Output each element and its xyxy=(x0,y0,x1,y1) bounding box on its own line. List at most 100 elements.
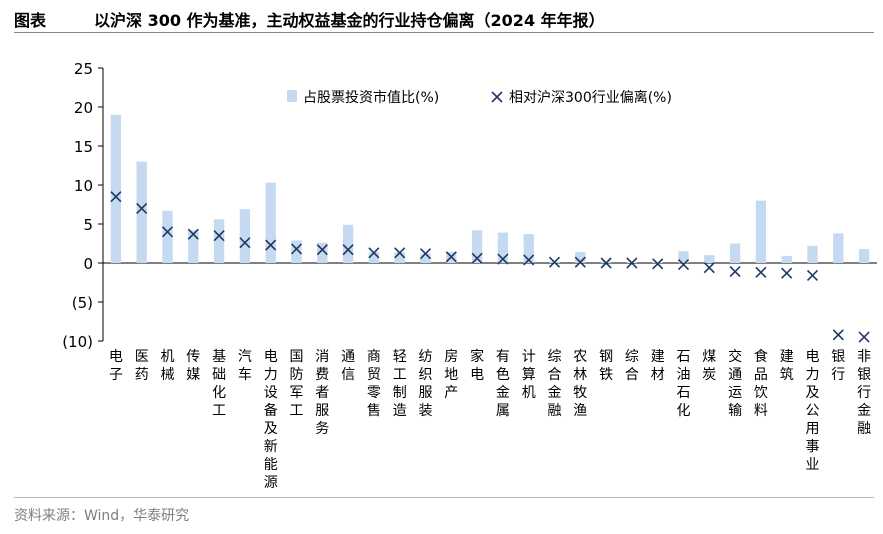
marker-stroke xyxy=(600,257,612,269)
deviation-marker xyxy=(136,202,148,214)
title-row: 图表 以沪深 300 作为基准，主动权益基金的行业持仓偏离（2024 年年报） xyxy=(14,6,874,32)
deviation-marker xyxy=(600,257,612,269)
x-tick-label: 农林牧渔 xyxy=(573,349,587,419)
bar xyxy=(833,233,844,263)
x-tick-label: 建材 xyxy=(651,349,665,383)
x-tick-label: 石油石化 xyxy=(677,349,691,419)
deviation-marker xyxy=(368,247,380,259)
marker-stroke xyxy=(806,269,819,282)
x-tick-label: 计算机 xyxy=(522,349,536,401)
bar xyxy=(239,209,251,263)
deviation-marker xyxy=(574,256,586,268)
marker-stroke xyxy=(626,257,638,269)
bar xyxy=(755,200,767,263)
bar xyxy=(420,253,431,263)
y-tick-label: (10) xyxy=(62,333,93,351)
bar xyxy=(575,252,586,263)
x-tick-label: 综合 xyxy=(625,349,639,383)
x-tick-label: 医药 xyxy=(135,349,149,383)
marker-stroke xyxy=(290,243,303,255)
legend-marker-label: 相对沪深300行业偏离(%) xyxy=(509,89,672,106)
bar xyxy=(678,251,689,263)
y-tick-label: 25 xyxy=(74,60,93,78)
marker-stroke xyxy=(677,258,690,271)
bars-layer xyxy=(110,114,870,263)
source-note: 资料来源：Wind，华泰研究 xyxy=(14,508,190,524)
marker-stroke xyxy=(265,239,277,251)
labels-layer: 电子医药机械传媒基础化工汽车电力设备及新能源国防军工消费者服务通信商贸零售轻工制… xyxy=(109,348,871,491)
deviation-marker xyxy=(342,244,354,256)
marker-stroke xyxy=(394,247,406,259)
y-tick-label: (5) xyxy=(72,294,93,312)
bar xyxy=(317,242,328,263)
marker-stroke xyxy=(755,266,767,278)
deviation-marker xyxy=(471,252,483,264)
x-tick-label: 综合金融 xyxy=(548,349,562,419)
marker-stroke xyxy=(239,237,251,249)
marker-stroke xyxy=(703,262,715,274)
marker-stroke xyxy=(342,244,354,256)
deviation-marker xyxy=(858,331,870,343)
deviation-marker xyxy=(290,243,303,255)
bar xyxy=(136,161,147,263)
deviation-marker xyxy=(677,258,690,271)
bar xyxy=(368,252,380,263)
y-tick-label: 0 xyxy=(83,255,93,273)
bar xyxy=(471,230,483,263)
x-tick-label: 纺织服装 xyxy=(419,349,433,419)
x-tick-label: 电力设备及新能源 xyxy=(264,349,278,491)
x-tick-label: 食品饮料 xyxy=(754,348,768,419)
marker-stroke xyxy=(548,256,561,268)
bar xyxy=(342,224,354,263)
deviation-marker xyxy=(626,257,638,269)
axes-layer: 25 20 15 10 5 0 (5) (10) xyxy=(62,60,877,351)
deviation-marker xyxy=(213,230,225,242)
bar xyxy=(729,243,741,263)
marker-stroke xyxy=(161,226,174,238)
deviation-marker xyxy=(703,262,715,274)
x-tick-label: 轻工制造 xyxy=(393,349,407,419)
marker-stroke xyxy=(497,253,509,265)
bar xyxy=(858,248,870,263)
marker-stroke xyxy=(213,230,225,242)
marker-stroke xyxy=(574,256,586,268)
deviation-marker xyxy=(161,226,174,238)
bar xyxy=(652,262,663,263)
deviation-marker xyxy=(548,256,561,268)
source-divider xyxy=(14,497,874,498)
legend: 占股票投资市值比(%) 相对沪深300行业偏离(%) xyxy=(287,89,672,106)
deviation-marker xyxy=(187,228,199,240)
y-tick-label: 20 xyxy=(74,99,93,117)
marker-stroke xyxy=(832,329,844,341)
figure-label: 图表 xyxy=(14,11,47,30)
chart-area: 25 20 15 10 5 0 (5) (10) 电子医药机械传媒基础化工汽车电力设备及新能源… xyxy=(62,60,877,491)
x-tick-label: 消费者服务 xyxy=(315,349,329,437)
marker-stroke xyxy=(110,191,122,203)
deviation-marker xyxy=(806,269,819,282)
bar xyxy=(291,240,302,263)
marker-stroke xyxy=(368,247,380,259)
bar xyxy=(704,255,715,263)
deviation-marker xyxy=(755,266,767,278)
legend-marker-swatch xyxy=(491,91,503,103)
x-tick-label: 有色金属 xyxy=(496,349,510,419)
title-divider xyxy=(14,32,874,33)
bar xyxy=(110,114,122,263)
y-tick-label: 10 xyxy=(74,177,93,195)
x-tick-label: 钢铁 xyxy=(599,349,613,383)
x-tick-label: 汽车 xyxy=(238,349,252,383)
x-tick-label: 电子 xyxy=(109,349,123,383)
bar xyxy=(807,245,818,263)
x-tick-label: 非银行金融 xyxy=(857,349,871,437)
bar xyxy=(162,210,173,263)
bar xyxy=(497,232,509,263)
marker-stroke xyxy=(316,244,328,256)
deviation-marker xyxy=(265,239,277,251)
marker-stroke xyxy=(729,266,741,278)
deviation-marker xyxy=(781,267,793,279)
marker-stroke xyxy=(781,267,793,279)
legend-bar-label: 占股票投资市值比(%) xyxy=(303,89,439,106)
deviation-marker xyxy=(419,248,432,260)
x-tick-label: 电力及公用事业 xyxy=(806,349,820,473)
marker-stroke xyxy=(445,251,457,263)
